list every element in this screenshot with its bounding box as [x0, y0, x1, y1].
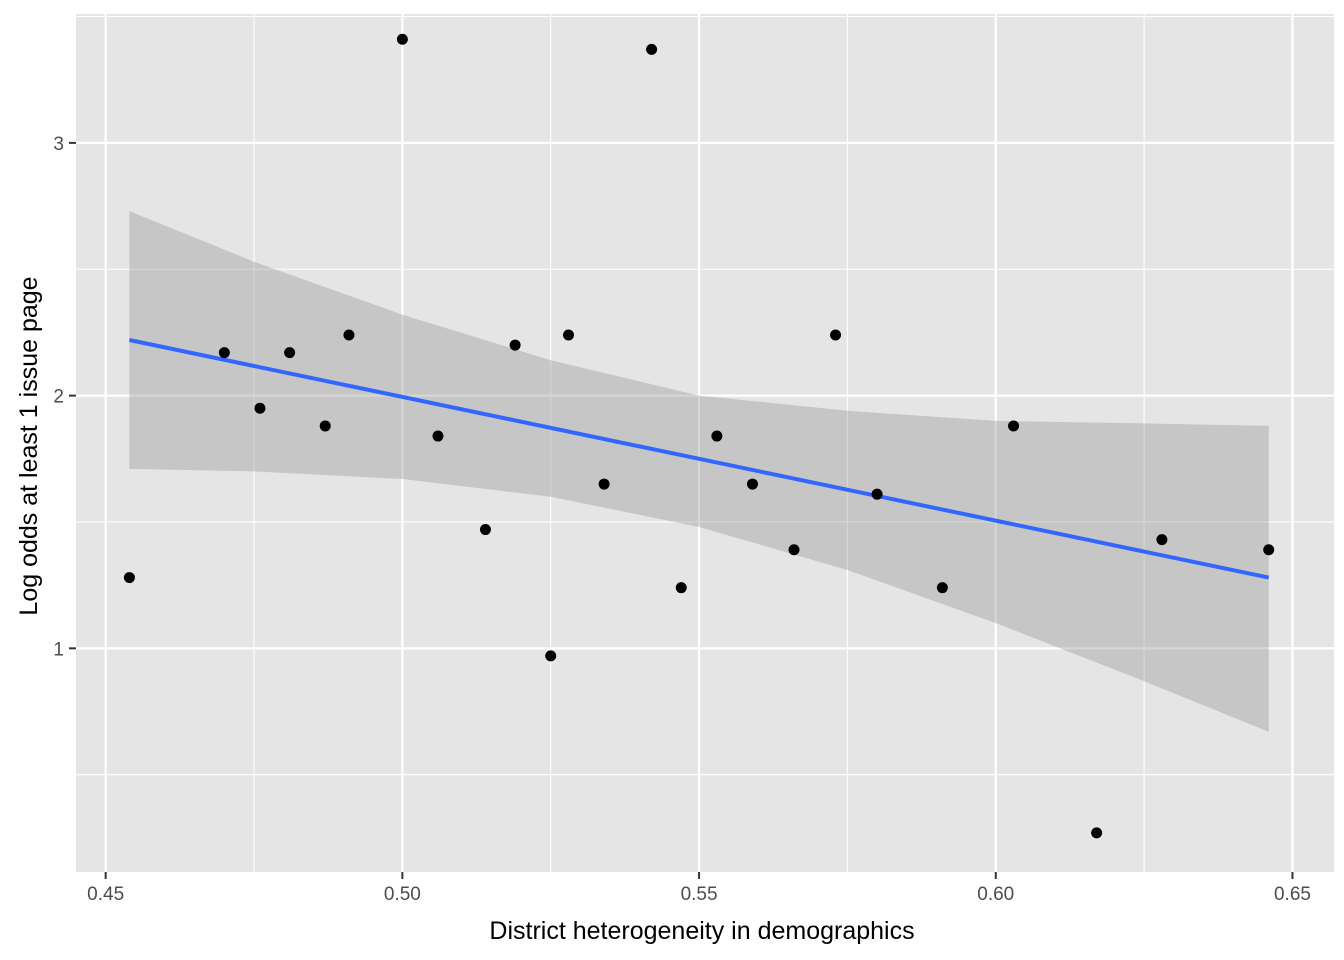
data-point	[432, 430, 444, 442]
data-point	[254, 402, 266, 414]
fit-line	[128, 338, 1270, 580]
data-point	[545, 650, 557, 662]
data-point	[1091, 827, 1103, 839]
data-point	[675, 582, 687, 594]
x-axis-title: District heterogeneity in demographics	[489, 917, 914, 945]
x-tick-label: 0.55	[681, 884, 718, 905]
data-point	[646, 43, 658, 55]
x-tick-label: 0.60	[977, 884, 1014, 905]
data-point	[936, 582, 948, 594]
y-tick-label: 3	[53, 134, 64, 155]
y-tick-label: 1	[53, 639, 64, 660]
x-tick-label: 0.45	[87, 884, 124, 905]
data-point	[509, 339, 521, 351]
x-tick-label: 0.65	[1274, 884, 1311, 905]
data-point	[319, 420, 331, 432]
y-axis-title: Log odds at least 1 issue page	[15, 276, 43, 615]
data-point	[1008, 420, 1020, 432]
plot-panel	[76, 14, 1334, 872]
data-point	[830, 329, 842, 341]
data-point	[563, 329, 575, 341]
data-point	[1263, 544, 1275, 556]
data-point	[598, 478, 610, 490]
data-point	[396, 33, 408, 45]
data-point	[788, 544, 800, 556]
data-points-layer	[123, 33, 1275, 839]
data-point	[871, 488, 883, 500]
data-point	[343, 329, 355, 341]
y-tick-label: 2	[53, 387, 64, 408]
axes: 0.45 0.50 0.55 0.60 0.65 1 2 3	[53, 134, 1311, 905]
data-point	[1156, 534, 1168, 546]
data-point	[746, 478, 758, 490]
data-point	[284, 347, 296, 359]
confidence-band	[129, 211, 1269, 732]
minor-gridlines	[76, 14, 1334, 872]
data-point	[479, 524, 491, 536]
fit-line-layer	[128, 338, 1270, 580]
x-tick-label: 0.50	[384, 884, 421, 905]
data-point	[218, 347, 230, 359]
data-point	[711, 430, 723, 442]
major-gridlines	[76, 14, 1334, 872]
confidence-band-layer	[129, 211, 1269, 732]
data-point	[123, 572, 135, 584]
